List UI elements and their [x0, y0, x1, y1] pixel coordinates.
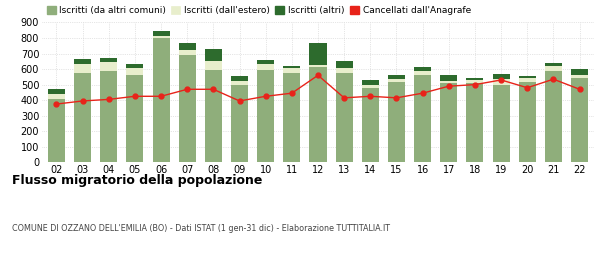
Bar [231, 81, 248, 85]
Bar [127, 64, 143, 67]
Bar [48, 94, 65, 99]
Text: COMUNE DI OZZANO DELL'EMILIA (BO) - Dati ISTAT (1 gen-31 dic) - Elaborazione TUT: COMUNE DI OZZANO DELL'EMILIA (BO) - Dati… [12, 224, 390, 233]
Bar [571, 74, 588, 78]
Bar [231, 85, 248, 162]
Bar [519, 78, 536, 81]
Bar [519, 76, 536, 78]
Bar [74, 59, 91, 64]
Bar [362, 85, 379, 88]
Bar [74, 73, 91, 162]
Bar [335, 73, 353, 162]
Bar [152, 36, 170, 38]
Bar [152, 31, 170, 36]
Bar [414, 67, 431, 71]
Bar [283, 66, 301, 68]
Bar [283, 68, 301, 73]
Bar [257, 70, 274, 162]
Bar [48, 99, 65, 162]
Bar [440, 83, 457, 162]
Bar [466, 80, 484, 83]
Bar [440, 75, 457, 81]
Bar [362, 88, 379, 162]
Bar [310, 67, 326, 162]
Bar [493, 74, 509, 79]
Bar [257, 60, 274, 64]
Bar [205, 70, 222, 162]
Bar [545, 63, 562, 66]
Bar [48, 89, 65, 94]
Bar [152, 38, 170, 162]
Bar [127, 67, 143, 74]
Text: Flusso migratorio della popolazione: Flusso migratorio della popolazione [12, 174, 262, 186]
Bar [545, 66, 562, 71]
Bar [231, 76, 248, 81]
Bar [414, 74, 431, 162]
Bar [205, 49, 222, 61]
Bar [571, 69, 588, 74]
Bar [257, 64, 274, 70]
Bar [493, 79, 509, 85]
Bar [179, 43, 196, 50]
Bar [310, 43, 326, 65]
Bar [100, 58, 117, 62]
Bar [388, 75, 405, 79]
Bar [74, 64, 91, 73]
Bar [283, 73, 301, 162]
Bar [466, 83, 484, 162]
Bar [493, 85, 509, 162]
Bar [414, 71, 431, 74]
Bar [179, 55, 196, 162]
Bar [205, 61, 222, 70]
Bar [310, 65, 326, 67]
Bar [519, 81, 536, 162]
Bar [388, 82, 405, 162]
Bar [335, 61, 353, 68]
Bar [335, 68, 353, 73]
Bar [571, 78, 588, 162]
Bar [388, 79, 405, 82]
Bar [466, 78, 484, 80]
Bar [440, 81, 457, 83]
Bar [545, 71, 562, 162]
Bar [100, 71, 117, 162]
Bar [362, 80, 379, 85]
Bar [127, 74, 143, 162]
Legend: Iscritti (da altri comuni), Iscritti (dall'estero), Iscritti (altri), Cancellati: Iscritti (da altri comuni), Iscritti (da… [47, 6, 471, 15]
Bar [179, 50, 196, 55]
Bar [100, 62, 117, 71]
